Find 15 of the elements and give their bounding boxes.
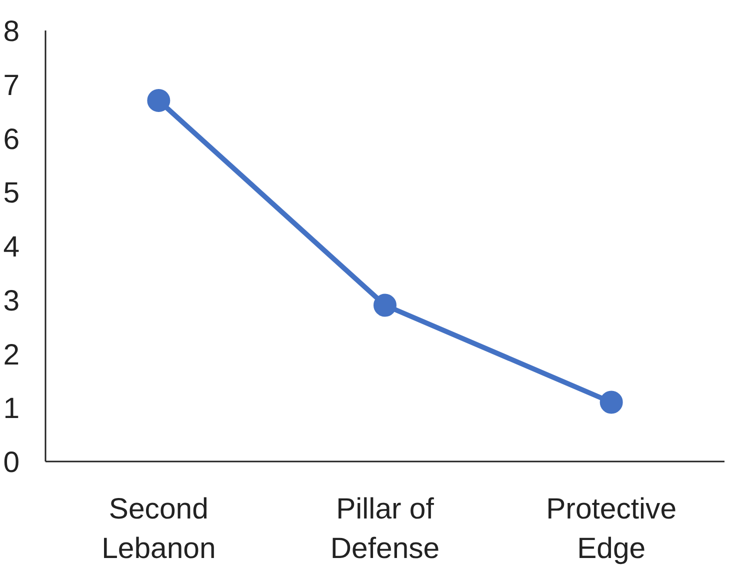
y-tick-label: 8 [3,15,20,48]
y-tick-label: 0 [3,446,20,479]
point [600,390,623,414]
x-tick-label: Second Lebanon [102,492,216,566]
y-tick-label: 6 [3,122,20,156]
point [374,294,396,317]
x-tick-label: Protective Edge [546,492,677,566]
y-tick-label: 1 [3,392,20,426]
y-tick-label: 7 [3,68,20,102]
y-tick-label: 5 [3,176,20,210]
y-tick-label: 2 [3,338,20,372]
y-tick-label: 3 [3,284,20,318]
y-tick-label: 4 [3,230,20,264]
x-tick-label: Pillar of Defense [330,492,440,566]
point [147,89,170,112]
